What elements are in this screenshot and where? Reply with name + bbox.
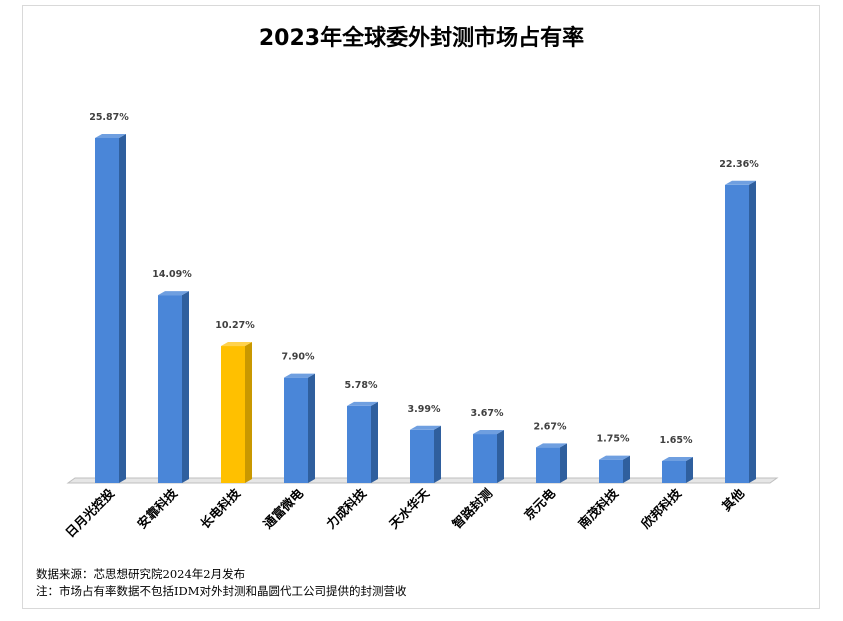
bar-side xyxy=(308,373,315,483)
data-label: 25.87% xyxy=(89,112,129,123)
bar xyxy=(158,291,189,483)
bar-top xyxy=(599,455,630,460)
category-label: 长电科技 xyxy=(197,485,243,531)
bar-top xyxy=(725,180,756,185)
bar xyxy=(410,425,441,483)
bar-side xyxy=(245,342,252,483)
category-label: 安靠科技 xyxy=(134,485,180,531)
bar-side xyxy=(686,456,693,483)
bar xyxy=(95,134,126,483)
bar-top xyxy=(536,443,567,448)
bar-top xyxy=(410,425,441,430)
bar-side xyxy=(371,401,378,483)
data-label: 3.67% xyxy=(471,408,504,419)
bar xyxy=(347,401,378,483)
category-label: 日月光控投 xyxy=(62,485,117,540)
bar-side xyxy=(434,425,441,483)
category-label: 南茂科技 xyxy=(575,485,621,531)
category-label: 欣邦科技 xyxy=(638,485,684,531)
bar-front xyxy=(347,405,371,483)
bar-top xyxy=(221,342,252,347)
bar-front xyxy=(725,184,749,483)
bar-front xyxy=(221,346,245,483)
bar xyxy=(284,373,315,483)
bar xyxy=(221,342,252,483)
bar-top xyxy=(473,430,504,435)
data-label: 2.67% xyxy=(534,421,567,432)
category-label: 力成科技 xyxy=(323,485,369,531)
category-label: 智路封测 xyxy=(448,486,495,533)
source-note: 数据来源：芯思想研究院2024年2月发布 xyxy=(36,567,246,581)
bar-front xyxy=(95,138,119,483)
bar-side xyxy=(119,134,126,483)
bar-front xyxy=(473,434,497,483)
category-label: 其他 xyxy=(719,485,748,514)
chart-frame xyxy=(22,5,820,609)
bar-top xyxy=(284,373,315,378)
bar-front xyxy=(662,460,686,483)
data-label: 3.99% xyxy=(408,404,441,415)
data-label: 10.27% xyxy=(215,320,255,331)
data-label: 14.09% xyxy=(152,269,192,280)
bar-side xyxy=(182,291,189,483)
bar-side xyxy=(623,455,630,483)
data-label: 1.75% xyxy=(597,434,630,445)
bar-front xyxy=(536,447,560,483)
bar-top xyxy=(95,134,126,138)
bar xyxy=(599,455,630,483)
bar xyxy=(725,180,756,483)
bar-top xyxy=(347,401,378,406)
bar-top xyxy=(662,456,693,461)
data-label: 5.78% xyxy=(345,380,378,391)
bar-front xyxy=(599,459,623,483)
bar-side xyxy=(749,180,756,483)
data-label: 1.65% xyxy=(660,435,693,446)
category-label: 通富微电 xyxy=(260,485,306,531)
data-label: 7.90% xyxy=(282,352,315,363)
data-label: 22.36% xyxy=(719,159,759,170)
bar-top xyxy=(158,291,189,296)
category-label: 天水华天 xyxy=(386,485,432,531)
bar-front xyxy=(284,377,308,483)
bar xyxy=(536,443,567,483)
bar-front xyxy=(158,295,182,483)
bar-side xyxy=(497,430,504,483)
footnote: 注：市场占有率数据不包括IDM对外封测和晶圆代工公司提供的封测营收 xyxy=(36,584,407,598)
bar-side xyxy=(560,443,567,483)
category-label: 京元电 xyxy=(521,485,558,522)
chart-title: 2023年全球委外封测市场占有率 xyxy=(258,26,585,51)
bar xyxy=(662,456,693,483)
bar xyxy=(473,430,504,483)
bar-front xyxy=(410,429,434,483)
